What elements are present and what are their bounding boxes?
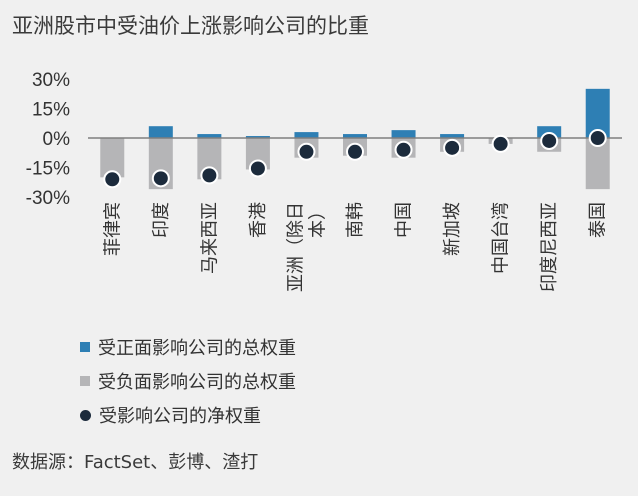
y-tick-label: -15% — [26, 159, 70, 180]
category-label: 泰国 — [588, 202, 609, 238]
category-label: 香港 — [248, 202, 269, 238]
legend-item-net: 受影响公司的净权重 — [80, 398, 296, 432]
y-tick-label: 0% — [43, 129, 71, 150]
net-weight-dot — [200, 166, 219, 185]
net-weight-dot — [248, 159, 267, 178]
source-note: 数据源：FactSet、彭博、渣打 — [12, 452, 259, 473]
net-weight-dot — [491, 134, 510, 153]
legend-swatch-negative — [80, 376, 90, 386]
chart-title: 亚洲股市中受油价上涨影响公司的比重 — [12, 14, 369, 38]
legend-label-negative: 受负面影响公司的总权重 — [98, 372, 296, 393]
category-label: 亚洲（除日 — [285, 202, 306, 292]
legend-item-positive: 受正面影响公司的总权重 — [80, 330, 296, 364]
positive-bar — [440, 134, 465, 138]
category-label: 中国台湾 — [491, 202, 512, 274]
net-weight-dot — [540, 131, 559, 150]
net-weight-dot — [151, 169, 170, 188]
category-label: 中国 — [394, 202, 415, 238]
legend-label-net: 受影响公司的净权重 — [99, 406, 261, 427]
positive-bar — [148, 126, 173, 138]
legend-label-positive: 受正面影响公司的总权重 — [98, 338, 296, 359]
bar-chart: 30% 15% 0% -15% -30% 菲律宾 印度 马来西亚 香港 亚洲（除日 本） 南韩 中国新… — [26, 70, 622, 292]
y-tick-label: 15% — [32, 100, 70, 121]
positive-bars — [148, 88, 610, 138]
net-weight-dot — [346, 142, 364, 161]
net-weight-dot — [443, 138, 462, 157]
y-axis-ticks: 30% 15% 0% -15% -30% — [26, 70, 70, 209]
legend: 受正面影响公司的总权重 受负面影响公司的总权重 受影响公司的净权重 — [80, 330, 296, 432]
positive-bar — [343, 134, 367, 138]
category-label: 菲律宾 — [102, 202, 123, 256]
positive-bar — [391, 130, 416, 138]
net-weight-dot — [394, 140, 413, 159]
y-tick-label: 30% — [32, 70, 70, 91]
legend-marker-net — [80, 409, 91, 421]
category-label: 印度尼西亚 — [539, 202, 560, 292]
positive-bar — [294, 132, 319, 138]
net-weight-dot — [297, 142, 316, 161]
positive-bar — [197, 134, 222, 138]
legend-swatch-positive — [80, 342, 90, 352]
category-label: 本） — [307, 202, 328, 238]
category-label: 南韩 — [345, 202, 366, 238]
legend-item-negative: 受负面影响公司的总权重 — [80, 364, 296, 398]
category-labels: 菲律宾 印度 马来西亚 香港 亚洲（除日 本） 南韩 中国 新加坡 中国台湾 印度尼西亚 泰国 — [102, 202, 608, 292]
net-weight-dot — [588, 129, 607, 147]
category-label: 印度 — [151, 202, 172, 238]
net-weight-dots — [103, 129, 607, 189]
positive-bar — [245, 136, 270, 138]
net-weight-dot — [103, 170, 122, 189]
y-tick-label: -30% — [26, 188, 70, 209]
category-label: 新加坡 — [442, 202, 463, 256]
category-label: 马来西亚 — [199, 202, 220, 274]
